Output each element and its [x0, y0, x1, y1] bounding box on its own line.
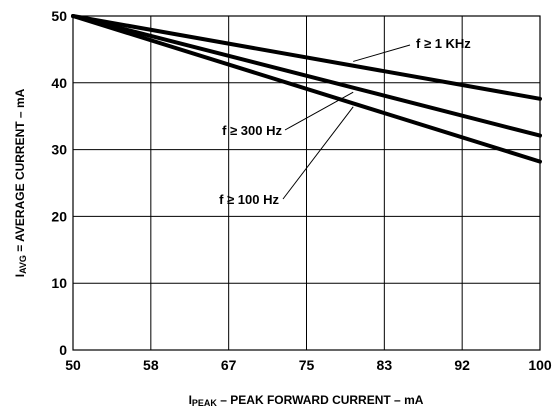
series-line: [71, 14, 542, 164]
annotation-label: f ≥ 1 KHz: [416, 36, 471, 51]
y-tick-label: 20: [51, 208, 67, 224]
y-tick-label: 40: [51, 75, 67, 91]
annotations: f ≥ 1 KHz f ≥ 300 Hz f ≥ 100 Hz: [219, 36, 471, 207]
tick-labels: 50 58 67 75 83 92 100 0 10 20 30 40 50: [51, 8, 551, 373]
series-line: [71, 14, 542, 101]
x-tick-label: 83: [377, 357, 393, 373]
x-axis-title: IPEAK – PEAK FORWARD CURRENT – mA: [189, 393, 424, 408]
y-tick-label: 50: [51, 8, 67, 24]
y-tick-label: 0: [59, 342, 67, 358]
x-tick-label: 58: [143, 357, 159, 373]
grid: [72, 15, 541, 351]
annotation-leader: [353, 44, 411, 62]
x-tick-label: 100: [528, 357, 552, 373]
x-tick-label: 92: [454, 357, 470, 373]
y-axis-title: IAVG = AVERAGE CURRENT – mA: [13, 88, 28, 277]
x-tick-label: 50: [65, 357, 81, 373]
x-tick-label: 67: [221, 357, 237, 373]
annotation-label: f ≥ 100 Hz: [219, 192, 279, 207]
plot-border: [72, 15, 541, 351]
annotation-leader: [284, 91, 354, 131]
annotation-leader: [282, 106, 354, 200]
series-lines: [71, 14, 542, 164]
x-tick-label: 75: [299, 357, 315, 373]
annotation-leaders: [282, 44, 411, 200]
series-line: [71, 14, 542, 138]
annotation-label: f ≥ 300 Hz: [222, 123, 282, 138]
y-tick-label: 30: [51, 142, 67, 158]
y-tick-label: 10: [51, 275, 67, 291]
